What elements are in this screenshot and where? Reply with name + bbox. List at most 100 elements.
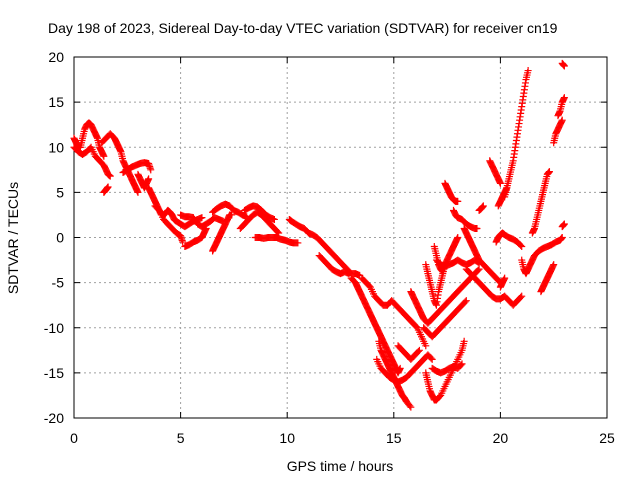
x-tick-label: 10 [279, 430, 295, 446]
data-point [228, 211, 236, 219]
data-point [454, 234, 462, 241]
data-point [454, 197, 462, 205]
y-tick-label: -10 [44, 320, 64, 336]
y-tick-label: -20 [44, 410, 64, 426]
series-trace-q [315, 252, 353, 278]
y-tick-label: 15 [48, 94, 64, 110]
series-trace-am [501, 67, 532, 201]
data-point [407, 403, 415, 411]
series-trace-o [251, 234, 302, 247]
y-tick-label: -5 [52, 275, 65, 291]
data-point [294, 239, 302, 247]
data-point [517, 241, 525, 249]
data-point [428, 355, 436, 363]
series-trace-af [460, 224, 504, 287]
series-trace-m [236, 208, 283, 237]
series-trace-aa [428, 360, 466, 377]
data-point [479, 202, 487, 210]
data-point [496, 179, 504, 187]
grid [74, 57, 607, 418]
data-point [473, 224, 481, 232]
x-tick-label: 15 [386, 430, 402, 446]
series-trace-k [209, 211, 236, 255]
series-trace-ae [449, 206, 481, 232]
series-trace-ac [430, 243, 447, 276]
data-point [558, 116, 566, 124]
x-tick-label: 25 [599, 430, 615, 446]
data-point [106, 172, 114, 180]
data-point [550, 261, 558, 269]
series-trace-h [151, 202, 187, 246]
data-point [560, 94, 568, 102]
series-trace-u [373, 351, 436, 386]
y-tick-label: -15 [44, 365, 64, 381]
data-point [545, 168, 553, 176]
series-trace-ao [537, 261, 558, 296]
series-trace-v [394, 342, 423, 363]
series-trace-ap [528, 168, 553, 237]
x-tick-label: 5 [177, 430, 185, 446]
series-trace-ai [486, 157, 504, 187]
data-point [396, 364, 404, 372]
series-trace-p [285, 215, 364, 279]
data-point [198, 214, 206, 222]
series-trace-w [407, 265, 483, 327]
x-tick-label: 0 [70, 430, 78, 446]
data-point [501, 274, 509, 282]
data-point [517, 293, 525, 301]
series-trace-an [518, 234, 566, 278]
series-trace-e [119, 159, 155, 177]
series-trace-ak [496, 274, 509, 291]
data-point [274, 228, 282, 236]
x-axis-label: GPS time / hours [287, 458, 394, 474]
series-trace-x [420, 297, 470, 341]
data-point [439, 268, 447, 276]
data-point [524, 67, 532, 75]
data-point [422, 342, 430, 350]
data-point [462, 297, 470, 305]
data-point [179, 238, 187, 246]
series-trace-b [70, 143, 114, 180]
series-trace-n [241, 202, 278, 223]
data-point [104, 183, 112, 191]
data-point [134, 188, 142, 196]
data-point [460, 337, 468, 345]
series-trace-ag [462, 265, 526, 309]
y-axis-label: SDTVAR / TECUs [5, 182, 21, 294]
y-axis: -20 -15 -10 -5 0 5 10 15 20 [44, 49, 607, 426]
data-point [147, 166, 155, 174]
series-trace-aj [492, 229, 526, 251]
series-trace-ah [475, 202, 487, 214]
x-axis: 0 5 10 15 20 25 [70, 57, 615, 446]
data-points [70, 59, 568, 411]
chart-title: Day 198 of 2023, Sidereal Day-to-day VTE… [48, 20, 558, 36]
data-point [518, 243, 526, 251]
data-point [475, 265, 483, 273]
data-point [518, 292, 526, 300]
data-point [474, 266, 482, 274]
series-trace-at [558, 220, 568, 231]
y-tick-label: 5 [56, 184, 64, 200]
data-point [414, 347, 422, 355]
series-trace-t [375, 337, 415, 411]
data-point [560, 220, 568, 228]
series-trace-ar [554, 94, 568, 120]
data-point [406, 402, 414, 410]
y-tick-label: 20 [48, 49, 64, 65]
data-point [458, 360, 466, 368]
series-trace-as [558, 59, 568, 70]
series-trace-y [422, 337, 468, 404]
data-point [427, 354, 435, 362]
data-point [461, 298, 469, 306]
data-point [457, 361, 465, 369]
data-point [100, 152, 108, 160]
series-trace-aq [550, 116, 566, 147]
data-point [345, 270, 353, 278]
data-point [558, 234, 566, 241]
data-point [145, 175, 153, 183]
series-trace-s [358, 274, 430, 350]
y-tick-label: 0 [56, 230, 64, 246]
data-point [560, 62, 568, 70]
data-point [415, 346, 423, 354]
